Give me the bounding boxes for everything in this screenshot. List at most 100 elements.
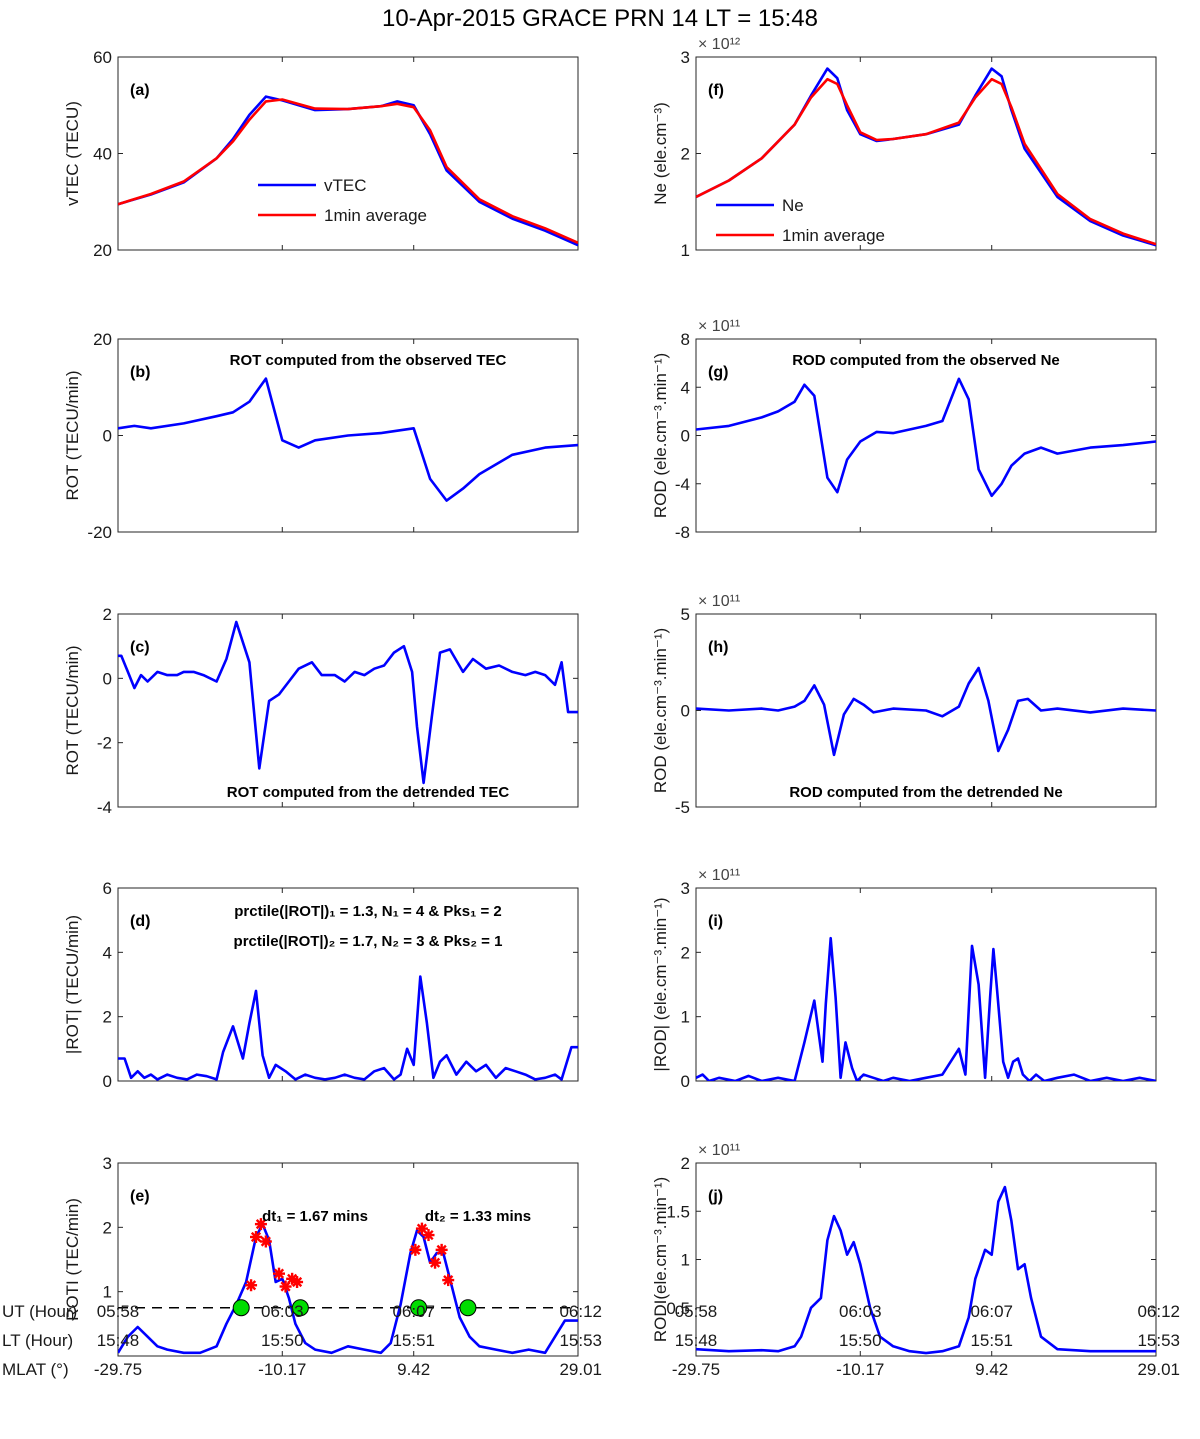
x-tick-label: 9.42 xyxy=(397,1360,430,1379)
y-tick-label: 2 xyxy=(103,605,112,624)
exponent-label: × 10¹² xyxy=(698,36,741,53)
series-line-roti xyxy=(118,1222,578,1355)
threshold-crossing-marker xyxy=(291,1299,309,1317)
y-axis-label: ROT (TECU/min) xyxy=(63,645,82,775)
star-stroke xyxy=(410,1244,421,1255)
star-stroke xyxy=(436,1244,447,1255)
exponent-label: × 10¹¹ xyxy=(698,318,740,335)
y-tick-label: 2 xyxy=(681,943,690,962)
panel-label: (g) xyxy=(708,364,728,381)
star-stroke xyxy=(443,1274,454,1286)
panel-label: (b) xyxy=(130,364,150,381)
x-axis-rows-right: 05:58 06:03 06:07 06:12 15:48 15:50 15:51 15:53… xyxy=(672,1302,1180,1379)
panel-label: (h) xyxy=(708,639,728,656)
panel-label: (i) xyxy=(708,913,723,930)
panel-a: 20 40 60 vTEC (TECU) (a) vTEC 1min average xyxy=(63,48,579,260)
threshold-crossing-marker xyxy=(232,1299,250,1317)
y-tick-label: -20 xyxy=(87,523,112,542)
y-axis-label: vTEC (TECU) xyxy=(63,101,82,206)
y-axis-label: ROD (ele.cm⁻³.min⁻¹) xyxy=(651,628,670,793)
y-tick-label: 0 xyxy=(103,427,112,446)
x-axis-row-label: UT (Hour) xyxy=(2,1302,77,1321)
x-tick-label: -10.17 xyxy=(836,1360,884,1379)
y-tick-label: 1.5 xyxy=(666,1202,690,1221)
series-line-rot xyxy=(118,377,578,502)
star-stroke xyxy=(260,1236,271,1247)
y-axis-label: |ROT| (TECU/min) xyxy=(63,915,82,1054)
series-line-rot xyxy=(118,620,578,785)
series-line--rod- xyxy=(696,936,1156,1081)
x-tick-label: 05:58 xyxy=(675,1302,718,1321)
star-stroke xyxy=(273,1268,285,1279)
y-tick-label: 5 xyxy=(681,605,690,624)
panel-label: (e) xyxy=(130,1188,150,1205)
axes-box xyxy=(117,887,579,1082)
y-tick-label: 20 xyxy=(93,241,112,260)
y-axis-label: ROTI (TEC/min) xyxy=(63,1198,82,1321)
series-line-rodi xyxy=(696,1185,1156,1355)
panel-annotation: prctile(|ROT|)₂ = 1.7, N₂ = 3 & Pks₂ = 1 xyxy=(234,933,503,950)
series-line--rot- xyxy=(118,975,578,1081)
legend-label: 1min average xyxy=(782,226,885,245)
y-tick-label: 0 xyxy=(103,669,112,688)
y-tick-label: -5 xyxy=(675,798,690,817)
y-axis-label: ROT (TECU/min) xyxy=(63,370,82,500)
panel-i: 0 1 2 3 |ROD| (ele.cm⁻³.min⁻¹) × 10¹¹ (i) xyxy=(651,867,1157,1091)
panel-annotation: dt₂ = 1.33 mins xyxy=(425,1208,531,1225)
y-tick-label: 0 xyxy=(103,1072,112,1091)
y-tick-label: 0 xyxy=(681,702,690,721)
y-tick-label: 0 xyxy=(681,427,690,446)
y-tick-label: 3 xyxy=(103,1154,112,1173)
series-line-1min-average xyxy=(696,77,1156,246)
y-tick-label: -8 xyxy=(675,523,690,542)
y-tick-label: 60 xyxy=(93,48,112,67)
y-tick-label: -4 xyxy=(97,798,112,817)
star-stroke xyxy=(416,1223,428,1234)
legend: Ne 1min average xyxy=(716,196,885,245)
star-marker xyxy=(250,1230,262,1243)
star-marker xyxy=(435,1243,448,1256)
panel-label: (j) xyxy=(708,1188,723,1205)
star-marker xyxy=(245,1279,258,1292)
panel-annotation: ROT computed from the detrended TEC xyxy=(227,784,510,801)
y-axis-label: |ROD| (ele.cm⁻³.min⁻¹) xyxy=(651,897,670,1071)
y-tick-label: 3 xyxy=(681,879,690,898)
panel-g: -8 -4 0 4 8 ROD (ele.cm⁻³.min⁻¹) × 10¹¹ (g) ROD … xyxy=(651,318,1157,542)
panel-label: (a) xyxy=(130,82,150,99)
series-line-rod xyxy=(696,666,1156,757)
y-axis-label: ROD (ele.cm⁻³.min⁻¹) xyxy=(651,353,670,518)
panel-label: (f) xyxy=(708,82,724,99)
x-tick-label: 06:07 xyxy=(392,1302,435,1321)
legend: vTEC 1min average xyxy=(258,176,427,225)
y-tick-label: 6 xyxy=(103,879,112,898)
x-tick-label: 15:51 xyxy=(392,1331,435,1350)
y-tick-label: 0 xyxy=(681,1072,690,1091)
axes-box xyxy=(695,887,1157,1082)
x-tick-label: -29.75 xyxy=(94,1360,142,1379)
star-marker xyxy=(442,1274,455,1287)
panel-annotation: ROD computed from the detrended Ne xyxy=(789,784,1062,801)
x-tick-label: -29.75 xyxy=(672,1360,720,1379)
y-tick-label: 3 xyxy=(681,48,690,67)
y-axis-label: Ne (ele.cm⁻³) xyxy=(651,102,670,204)
exponent-label: × 10¹¹ xyxy=(698,867,740,884)
y-tick-label: 4 xyxy=(681,378,690,397)
axes-box xyxy=(117,1162,579,1357)
y-tick-label: 1 xyxy=(681,1251,690,1270)
x-tick-label: 15:48 xyxy=(97,1331,140,1350)
x-tick-label: 15:50 xyxy=(261,1331,304,1350)
exponent-label: × 10¹¹ xyxy=(698,1142,740,1159)
y-tick-label: 2 xyxy=(103,1008,112,1027)
star-marker xyxy=(422,1229,435,1242)
y-tick-label: 2 xyxy=(681,145,690,164)
panel-annotation: ROD computed from the observed Ne xyxy=(792,352,1060,369)
star-marker xyxy=(254,1218,267,1231)
figure-title: 10-Apr-2015 GRACE PRN 14 LT = 15:48 xyxy=(382,5,818,32)
series-line-1min-average xyxy=(118,98,578,244)
axes-box xyxy=(695,1162,1157,1357)
star-stroke xyxy=(429,1257,441,1268)
x-tick-label: 15:50 xyxy=(839,1331,882,1350)
threshold-crossing-marker xyxy=(410,1299,428,1317)
y-tick-label: 8 xyxy=(681,330,690,349)
